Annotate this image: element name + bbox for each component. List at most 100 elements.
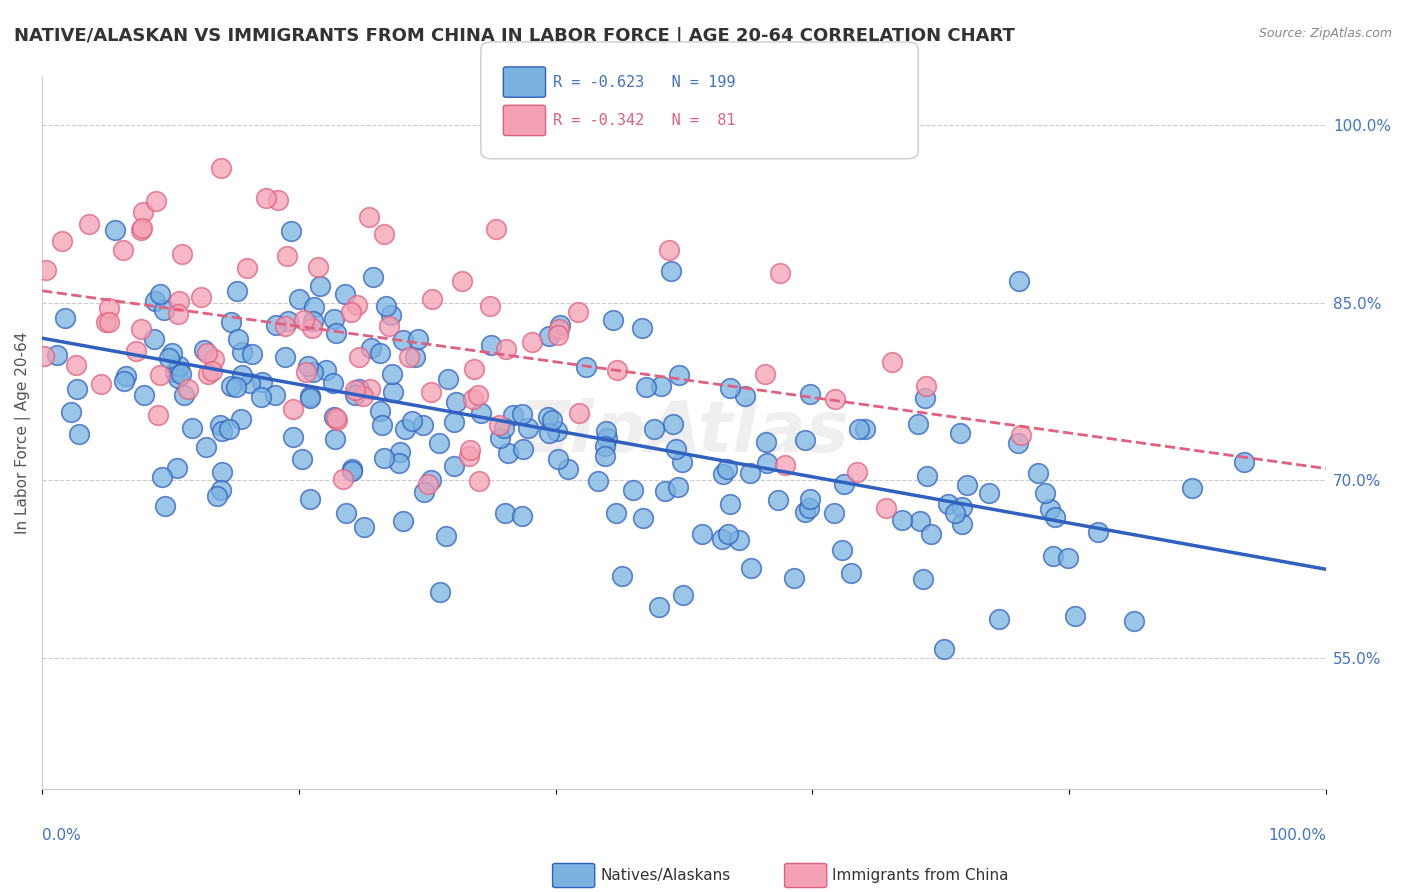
- Point: [404, 350, 426, 364]
- Point: [374, 299, 396, 313]
- Point: [567, 304, 589, 318]
- Point: [467, 387, 489, 401]
- Point: [413, 484, 436, 499]
- Point: [209, 483, 232, 497]
- Point: [769, 266, 792, 280]
- Point: [340, 462, 363, 476]
- Point: [520, 335, 543, 350]
- Point: [692, 527, 714, 541]
- Point: [292, 312, 315, 326]
- Point: [420, 292, 443, 306]
- Point: [495, 342, 517, 356]
- Point: [451, 275, 474, 289]
- Point: [333, 286, 356, 301]
- Point: [458, 442, 481, 457]
- Point: [548, 318, 571, 333]
- Point: [568, 406, 591, 420]
- Point: [595, 449, 617, 463]
- Point: [1033, 486, 1056, 500]
- Point: [322, 376, 344, 391]
- Point: [225, 285, 247, 299]
- Point: [131, 220, 153, 235]
- Point: [875, 501, 897, 516]
- Point: [283, 430, 305, 444]
- Point: [419, 474, 441, 488]
- Point: [180, 421, 202, 435]
- Point: [794, 505, 817, 519]
- Point: [593, 439, 616, 453]
- Point: [394, 422, 416, 436]
- Point: [173, 387, 195, 401]
- Point: [332, 472, 354, 486]
- Point: [274, 350, 297, 364]
- Point: [605, 506, 627, 520]
- Point: [956, 477, 979, 491]
- Point: [631, 510, 654, 524]
- Point: [129, 321, 152, 335]
- Point: [157, 351, 180, 365]
- Point: [949, 425, 972, 440]
- Point: [359, 382, 381, 396]
- Point: [734, 389, 756, 403]
- Point: [488, 431, 510, 445]
- Point: [346, 298, 368, 312]
- Point: [143, 293, 166, 308]
- Point: [148, 409, 170, 423]
- Point: [236, 260, 259, 275]
- Point: [643, 422, 665, 436]
- Point: [853, 422, 876, 436]
- Point: [288, 292, 311, 306]
- Point: [406, 332, 429, 346]
- Point: [950, 500, 973, 515]
- Point: [547, 451, 569, 466]
- Point: [443, 458, 465, 473]
- Point: [125, 343, 148, 358]
- Text: Source: ZipAtlas.com: Source: ZipAtlas.com: [1258, 27, 1392, 40]
- Point: [401, 414, 423, 428]
- Point: [467, 474, 489, 488]
- Point: [209, 161, 232, 176]
- Point: [1181, 481, 1204, 495]
- Point: [368, 346, 391, 360]
- Point: [650, 379, 672, 393]
- Point: [325, 326, 347, 340]
- Point: [429, 585, 451, 599]
- Point: [373, 450, 395, 465]
- Point: [150, 469, 173, 483]
- Point: [361, 270, 384, 285]
- Point: [352, 389, 374, 403]
- Point: [302, 300, 325, 314]
- Point: [32, 349, 55, 363]
- Point: [380, 308, 402, 322]
- Text: Immigrants from China: Immigrants from China: [832, 869, 1010, 883]
- Point: [621, 483, 644, 497]
- Point: [538, 425, 561, 440]
- Point: [280, 224, 302, 238]
- Point: [606, 363, 628, 377]
- Point: [797, 500, 820, 515]
- Point: [340, 305, 363, 319]
- Point: [219, 379, 242, 393]
- Point: [145, 194, 167, 208]
- Point: [908, 514, 931, 528]
- Point: [950, 517, 973, 532]
- Text: 0.0%: 0.0%: [42, 828, 82, 843]
- Point: [634, 380, 657, 394]
- Point: [219, 315, 242, 329]
- Point: [823, 507, 845, 521]
- Point: [756, 456, 779, 470]
- Point: [323, 409, 346, 424]
- Point: [457, 449, 479, 463]
- Point: [225, 380, 247, 394]
- Point: [716, 462, 738, 476]
- Text: 100.0%: 100.0%: [1268, 828, 1326, 843]
- Point: [153, 499, 176, 513]
- Point: [315, 362, 337, 376]
- Point: [297, 359, 319, 374]
- Point: [194, 441, 217, 455]
- Point: [392, 333, 415, 347]
- Point: [218, 422, 240, 436]
- Point: [658, 243, 681, 257]
- Point: [388, 456, 411, 470]
- Point: [738, 466, 761, 480]
